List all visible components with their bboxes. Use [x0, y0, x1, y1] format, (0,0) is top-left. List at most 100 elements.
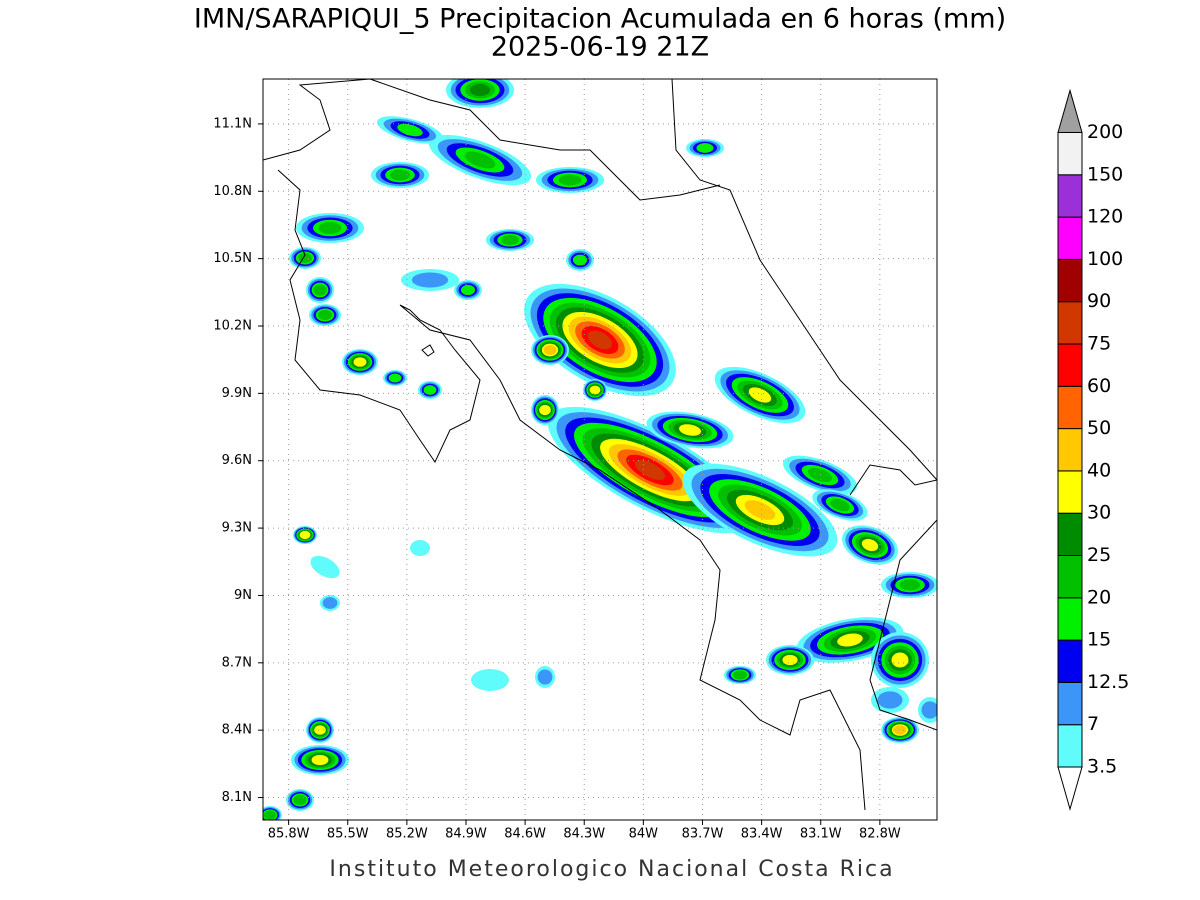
x-tick-label: 84.3W	[563, 827, 605, 842]
map-frame	[262, 78, 938, 821]
x-tick-label: 83.4W	[741, 827, 783, 842]
precip-contour	[314, 725, 326, 735]
precip-contour	[543, 345, 557, 355]
precip-contour	[589, 385, 601, 395]
precip-contour	[748, 387, 772, 403]
y-tick-label: 8.1N	[222, 790, 252, 805]
precip-contour	[313, 284, 327, 296]
colorbar-box	[1057, 639, 1083, 683]
x-tick-label: 85.2W	[386, 827, 428, 842]
grid: 85.8W 85.5W 85.2W 84.9W 84.6W 84.3W 84W 83.7W 83…	[213, 79, 937, 842]
precip-contour	[311, 754, 329, 766]
colorbar-label: 40	[1087, 459, 1111, 481]
colorbar-box	[1057, 428, 1083, 472]
precip-contour	[744, 500, 776, 520]
precip-contour	[318, 222, 342, 234]
precip-contour	[733, 670, 747, 680]
colorbar-label: 3.5	[1087, 756, 1117, 778]
colorbar-label: 75	[1087, 333, 1111, 355]
colorbar-label: 200	[1087, 121, 1123, 143]
precip-contour	[397, 123, 423, 137]
colorbar-label: 100	[1087, 248, 1123, 270]
precip-contour	[837, 633, 863, 647]
precip-contour	[264, 810, 276, 820]
colorbar-box	[1057, 385, 1083, 430]
precip-contour	[460, 284, 476, 296]
colorbar: 3.5 7 12.5 15 20 25 30 40 50 60 75 90 100 120 150 200	[1057, 88, 1129, 811]
colorbar-label: 12.5	[1087, 671, 1129, 693]
colorbar-box	[1057, 597, 1083, 641]
colorbar-label: 7	[1087, 713, 1099, 735]
precip-contour	[469, 83, 491, 97]
colorbar-box	[1057, 174, 1083, 218]
precip-contour	[782, 654, 798, 666]
precip-contour	[808, 467, 832, 483]
y-tick-label: 9.3N	[222, 521, 252, 536]
precip-field	[263, 79, 937, 820]
y-tick-label: 9.6N	[222, 453, 252, 468]
x-tick-label: 83.7W	[682, 827, 724, 842]
y-tick-label: 8.7N	[222, 655, 252, 670]
y-tick-label: 9.9N	[222, 386, 252, 401]
precip-contour	[539, 404, 551, 416]
colorbar-box	[1057, 724, 1083, 768]
precip-contour	[830, 498, 850, 512]
precip-contour	[322, 597, 338, 609]
colorbar-label: 20	[1087, 586, 1111, 608]
x-tick-label: 83.1W	[800, 827, 842, 842]
coastlines	[263, 79, 937, 811]
colorbar-under	[1057, 766, 1083, 811]
colorbar-label: 30	[1087, 502, 1111, 524]
x-tick-label: 84.6W	[504, 827, 546, 842]
island	[421, 344, 435, 357]
colorbar-box	[1057, 343, 1083, 387]
colorbar-label: 50	[1087, 417, 1111, 439]
precip-contour	[471, 669, 509, 691]
precip-contour	[310, 555, 340, 579]
precip-contour	[634, 460, 666, 480]
y-tick-label: 11.1N	[213, 116, 252, 131]
precip-contour	[893, 725, 907, 735]
precip-contour	[861, 538, 879, 552]
precip-contour	[587, 330, 613, 350]
precip-contour	[423, 385, 437, 395]
precip-contour	[558, 174, 582, 186]
footer: Instituto Meteorologico Nacional Costa R…	[329, 857, 894, 882]
precip-contour	[572, 254, 588, 266]
pacific-coast	[277, 169, 866, 811]
caribbean-coast	[671, 79, 937, 481]
precip-contour	[877, 691, 903, 709]
x-tick-label: 85.5W	[327, 827, 369, 842]
y-tick-label: 10.5N	[213, 251, 252, 266]
colorbar-label: 120	[1087, 206, 1123, 228]
precip-contour	[696, 143, 714, 153]
precip-contour	[464, 151, 496, 169]
colorbar-box	[1057, 301, 1083, 345]
precip-contour	[891, 652, 909, 668]
x-tick-label: 82.8W	[859, 827, 901, 842]
x-tick-label: 84W	[629, 827, 659, 842]
title: IMN/SARAPIQUI_5 Precipitacion Acumulada …	[194, 4, 1006, 35]
colorbar-label: 150	[1087, 163, 1123, 185]
precip-contour	[410, 540, 430, 556]
colorbar-box	[1057, 512, 1083, 557]
precip-contour	[921, 701, 937, 719]
precip-contour	[537, 669, 553, 685]
colorbar-label: 60	[1087, 375, 1111, 397]
border-north	[263, 79, 721, 201]
colorbar-box	[1057, 555, 1083, 599]
colorbar-box	[1057, 132, 1083, 176]
colorbar-box	[1057, 258, 1083, 303]
precip-contour	[388, 373, 402, 383]
precip-contour	[501, 235, 519, 245]
colorbar-box	[1057, 216, 1083, 260]
colorbar-label: 25	[1087, 544, 1111, 566]
precip-contour	[353, 357, 367, 367]
precip-contour	[293, 795, 307, 805]
precip-contour	[389, 169, 411, 181]
colorbar-label: 90	[1087, 290, 1111, 312]
colorbar-box	[1057, 470, 1083, 514]
precip-contour	[318, 310, 332, 320]
colorbar-label: 15	[1087, 629, 1111, 651]
